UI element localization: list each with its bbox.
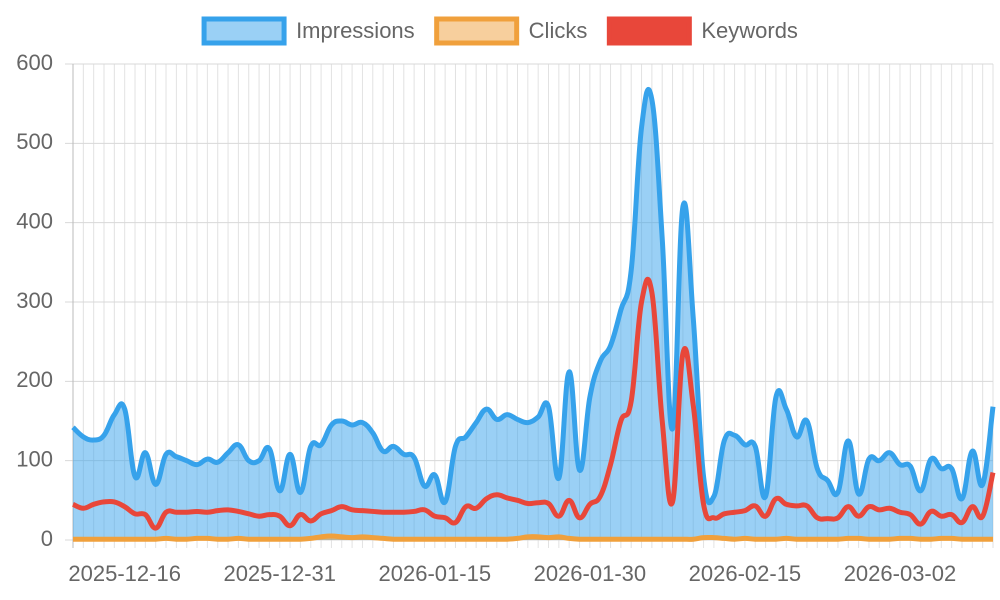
x-tick-label: 2026-02-15 xyxy=(689,561,802,586)
y-tick-label: 300 xyxy=(16,288,53,313)
y-tick-label: 200 xyxy=(16,367,53,392)
legend-label: Impressions xyxy=(296,18,415,43)
y-tick-label: 600 xyxy=(16,50,53,75)
legend: Impressions Clicks Keywords xyxy=(201,16,798,46)
legend-swatch xyxy=(606,16,692,46)
y-tick-label: 400 xyxy=(16,208,53,233)
x-tick-label: 2026-01-30 xyxy=(534,561,647,586)
line xyxy=(71,86,996,506)
x-tick-label: 2025-12-31 xyxy=(223,561,336,586)
legend-label: Keywords xyxy=(701,18,798,43)
legend-label: Clicks xyxy=(529,18,588,43)
x-tick-label: 2025-12-16 xyxy=(68,561,181,586)
area xyxy=(73,89,993,540)
legend-swatch xyxy=(434,16,520,46)
x-tick-label: 2026-01-15 xyxy=(379,561,492,586)
y-tick-label: 0 xyxy=(41,526,53,551)
y-tick-label: 100 xyxy=(16,446,53,471)
x-tick-label: 2026-03-02 xyxy=(844,561,957,586)
legend-swatch xyxy=(201,16,287,46)
y-tick-label: 500 xyxy=(16,129,53,154)
line xyxy=(72,533,993,542)
line xyxy=(71,276,996,531)
